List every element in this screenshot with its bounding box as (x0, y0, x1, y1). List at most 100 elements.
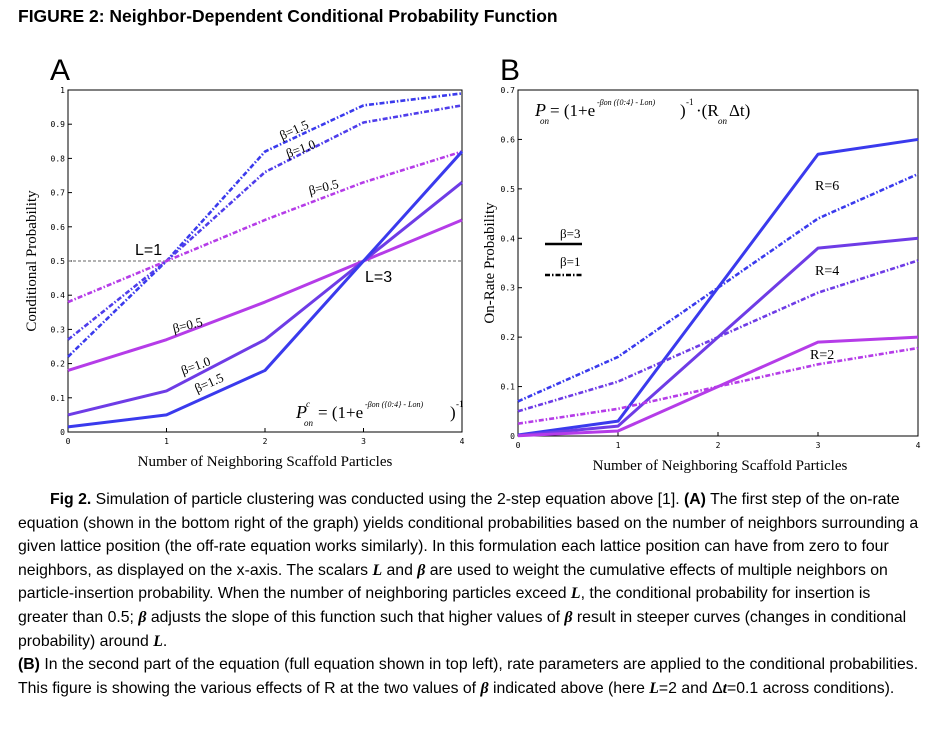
caption-beta-symbol: β (417, 561, 426, 579)
x-tick-label-a-0: 0 (66, 437, 71, 446)
caption-beta-symbol-3: β (564, 608, 573, 626)
label-beta05-bottom: β=0.5 (171, 314, 204, 336)
caption-b-text3: =0.1 across conditions). (727, 679, 895, 697)
x-tick-label-a-4: 4 (460, 437, 465, 446)
y-tick-label-a-3: 0.3 (51, 325, 66, 334)
series-line-b-5 (517, 346, 919, 425)
y-tick-label-b-4: 0.4 (501, 234, 516, 243)
panel-a-xlabel: Number of Neighboring Scaffold Particles (138, 454, 393, 470)
panel-a-equation: P c on = (1+e -βon ({0:4} - Lon) ) -1 (295, 399, 464, 428)
series-line-a-3 (67, 218, 463, 372)
caption-L-symbol: L (372, 561, 383, 579)
y-tick-label-b-0: 0 (510, 432, 515, 441)
x-tick-label-b-1: 1 (616, 441, 621, 450)
x-tick-label-b-4: 4 (916, 441, 921, 450)
y-tick-label-a-6: 0.6 (51, 223, 66, 232)
panel-a: A 0 1 2 3 4 0 0.1 0.2 0.3 0.4 0.5 0.6 0.7 0.8 0.9 1 Con… (24, 54, 465, 470)
series-line-a-4 (67, 181, 463, 417)
eq-b-exp: -βon ({0:4} - Lon) (597, 98, 655, 107)
y-tick-label-a-4: 0.4 (51, 291, 66, 300)
series-line-a-1 (67, 104, 463, 341)
caption-L-symbol-2: L (570, 585, 581, 603)
figure-caption: Fig 2. Simulation of particle clustering… (18, 488, 923, 700)
x-tick-label-b-3: 3 (816, 441, 821, 450)
series-line-b-4 (517, 259, 919, 413)
y-tick-label-a-2: 0.2 (51, 360, 66, 369)
eq-b-tail: ·(R (696, 101, 719, 120)
legend-beta1-label: β=1 (560, 254, 580, 269)
panel-b-ylabel: On-Rate Probability (482, 202, 498, 324)
caption-t-symbol: t (722, 679, 728, 697)
eq-b-close: ) (680, 101, 686, 120)
y-tick-label-b-5: 0.5 (501, 185, 516, 194)
x-tick-label-b-2: 2 (716, 441, 721, 450)
caption-a-text5: result in steeper curves (changes in con… (18, 608, 907, 650)
caption-L-symbol-3: L (153, 632, 163, 650)
x-tick-label-a-1: 1 (164, 437, 169, 446)
eq-a-exp: -βon ({0:4} - Lon) (365, 400, 423, 409)
y-tick-label-a-1: 0.1 (51, 394, 66, 403)
panel-a-ylabel: Conditional Probability (24, 190, 40, 332)
y-tick-label-a-10: 1 (60, 86, 65, 95)
x-tick-label-a-2: 2 (263, 437, 268, 446)
eq-b-tail-end: Δt) (729, 101, 750, 120)
caption-a-text2: are used to weight the cumulative effect… (18, 561, 888, 603)
caption-a-text3: , the conditional probability for insert… (18, 585, 871, 626)
caption-and: and (386, 561, 413, 579)
panel-b-equation: P on = (1+e -βon ({0:4} - Lon) ) -1 ·(R … (534, 97, 750, 126)
label-beta05-top: β=0.5 (307, 176, 340, 198)
caption-a-tag: (A) (684, 491, 706, 508)
caption-b-tag: (B) (18, 656, 40, 674)
eq-b-mid: = (1+e (550, 101, 595, 120)
label-R4: R=4 (815, 264, 839, 279)
x-tick-label-a-3: 3 (361, 437, 366, 446)
label-R6: R=6 (815, 179, 839, 194)
eq-b-pow: -1 (686, 97, 694, 107)
y-tick-label-a-0: 0 (60, 428, 65, 437)
eq-a-sub: on (304, 418, 314, 428)
caption-eq2: =2 and Δ (658, 679, 723, 697)
caption-beta-symbol-4: β (480, 679, 489, 697)
y-tick-label-b-6: 0.6 (501, 135, 516, 144)
caption-fig-ref: Fig 2. (50, 491, 92, 508)
y-tick-label-b-2: 0.2 (501, 333, 516, 342)
eq-a-mid: = (1+e (318, 403, 363, 422)
eq-a-sup: c (306, 399, 310, 409)
x-tick-label-b-0: 0 (516, 441, 521, 450)
caption-a-text4: adjusts the slope of this function such … (150, 608, 561, 626)
y-tick-label-a-5: 0.5 (51, 257, 66, 266)
caption-beta-symbol-2: β (138, 608, 147, 626)
series-line-b-3 (517, 172, 919, 403)
caption-L-symbol-4: L (649, 679, 659, 697)
y-tick-label-b-7: 0.7 (501, 86, 516, 95)
series-line-a-0 (67, 92, 463, 358)
eq-a-pow: -1 (456, 399, 464, 409)
eq-a-lhs: P (295, 402, 307, 422)
eq-b-tail-sub: on (718, 116, 728, 126)
panel-b-xlabel: Number of Neighboring Scaffold Particles (593, 458, 848, 474)
caption-b-text: In the second part of the equation (full… (18, 656, 919, 697)
panel-b-legend: β=3 β=1 (545, 226, 582, 277)
y-tick-label-a-8: 0.8 (51, 154, 66, 163)
legend-beta3-label: β=3 (560, 226, 580, 241)
y-tick-label-a-9: 0.9 (51, 120, 66, 129)
panel-b: B 0 1 2 3 4 0 0.1 0.2 0.3 0.4 0.5 0.6 0.7 On-Rate Pr… (482, 54, 921, 474)
label-R2: R=2 (810, 348, 834, 363)
series-line-a-5 (67, 150, 464, 429)
panel-b-label: B (500, 54, 520, 87)
label-L3: L=3 (365, 269, 392, 286)
caption-b-text2: indicated above (here (492, 679, 645, 697)
figure-title: FIGURE 2: Neighbor-Dependent Conditional… (18, 6, 558, 26)
eq-b-lhs: P (534, 100, 546, 120)
caption-period: . (162, 632, 168, 650)
caption-intro: Simulation of particle clustering was co… (95, 491, 680, 508)
eq-b-sub: on (540, 116, 550, 126)
caption-a-text: The first step of the on-rate equation (… (18, 491, 919, 579)
eq-a-close: ) (450, 403, 456, 422)
y-tick-label-b-3: 0.3 (501, 284, 516, 293)
figure-canvas: A 0 1 2 3 4 0 0.1 0.2 0.3 0.4 0.5 0.6 0.7 0.8 0.9 1 Con… (24, 54, 921, 474)
panel-a-label: A (50, 54, 70, 87)
y-tick-label-a-7: 0.7 (51, 189, 66, 198)
y-tick-label-b-1: 0.1 (501, 383, 516, 392)
label-L1: L=1 (135, 242, 162, 259)
